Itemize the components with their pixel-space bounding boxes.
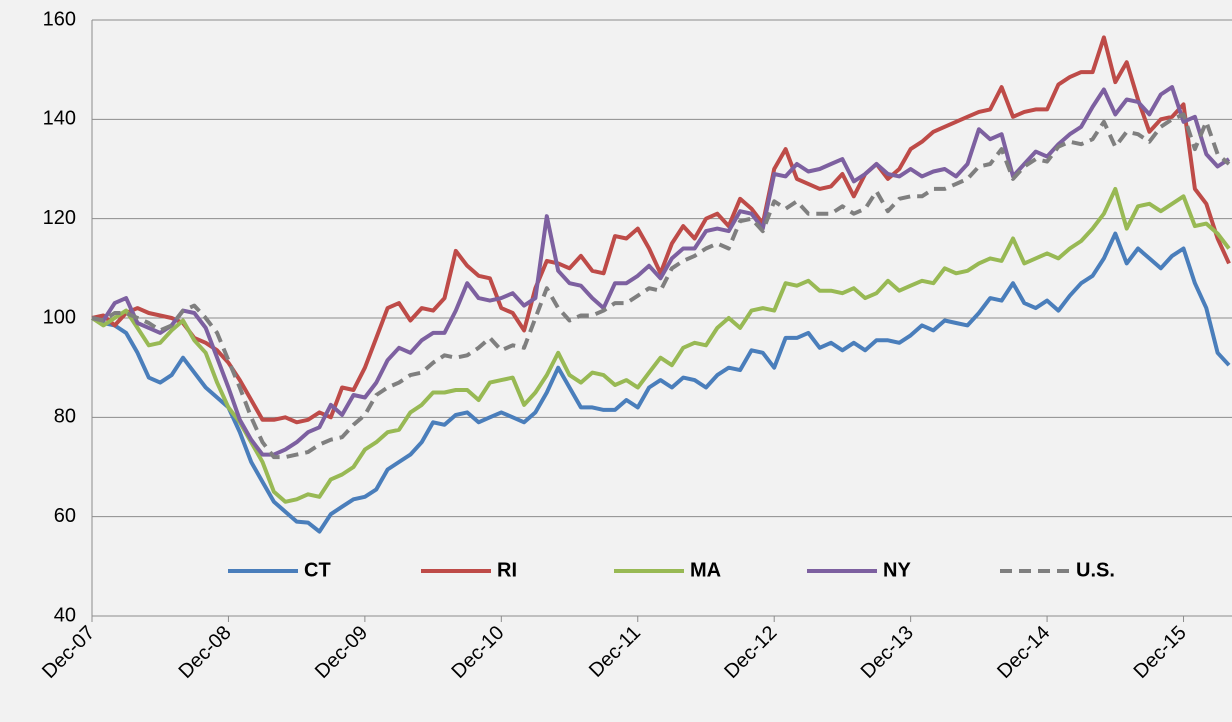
legend-label: CT bbox=[304, 559, 331, 581]
legend-label: U.S. bbox=[1076, 559, 1115, 581]
legend-label: RI bbox=[497, 559, 517, 581]
y-tick-label: 160 bbox=[43, 8, 76, 30]
y-tick-label: 120 bbox=[43, 207, 76, 229]
y-tick-label: 40 bbox=[54, 604, 76, 626]
series-line bbox=[91, 35, 1231, 425]
series-line bbox=[91, 85, 1231, 457]
y-tick-label: 60 bbox=[54, 505, 76, 527]
y-tick-label: 100 bbox=[43, 306, 76, 328]
y-tick-label: 140 bbox=[43, 108, 76, 130]
series-line bbox=[91, 231, 1231, 534]
y-tick-label: 80 bbox=[54, 406, 76, 428]
series-line bbox=[90, 186, 1231, 504]
legend-label: NY bbox=[883, 559, 911, 581]
legend-label: MA bbox=[690, 559, 721, 581]
